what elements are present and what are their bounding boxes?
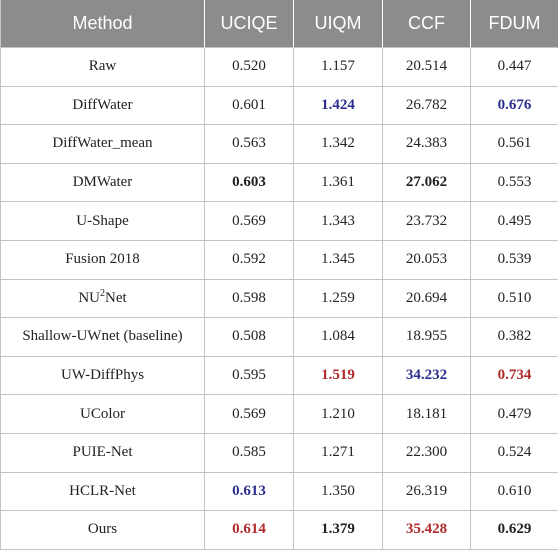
method-cell: PUIE-Net bbox=[0, 432, 205, 473]
uciqe-cell: 0.569 bbox=[204, 394, 294, 434]
uciqe-cell: 0.613 bbox=[204, 471, 294, 512]
header-row: Method UCIQE UIQM CCF FDUM bbox=[0, 0, 558, 48]
ccf-cell: 34.232 bbox=[382, 355, 471, 396]
fdum-cell: 0.539 bbox=[470, 239, 558, 280]
uiqm-cell: 1.350 bbox=[293, 471, 383, 512]
uiqm-cell: 1.343 bbox=[293, 201, 383, 241]
ccf-cell: 23.732 bbox=[382, 201, 471, 241]
table-row: UW-DiffPhys 0.595 1.519 34.232 0.734 bbox=[0, 355, 558, 396]
ccf-cell: 26.782 bbox=[382, 85, 471, 126]
uciqe-cell: 0.592 bbox=[204, 239, 294, 280]
fdum-cell: 0.447 bbox=[470, 47, 558, 87]
table-row: Fusion 2018 0.592 1.345 20.053 0.539 bbox=[0, 239, 558, 280]
uiqm-cell: 1.084 bbox=[293, 317, 383, 357]
uiqm-cell: 1.210 bbox=[293, 394, 383, 434]
table-row: Ours 0.614 1.379 35.428 0.629 bbox=[0, 510, 558, 550]
uiqm-cell: 1.424 bbox=[293, 85, 383, 126]
uciqe-cell: 0.508 bbox=[204, 317, 294, 357]
fdum-cell: 0.510 bbox=[470, 278, 558, 319]
header-uiqm: UIQM bbox=[293, 0, 383, 48]
method-superscript: 2 bbox=[100, 287, 105, 299]
header-ccf: CCF bbox=[382, 0, 471, 48]
uiqm-cell: 1.345 bbox=[293, 239, 383, 280]
fdum-cell: 0.553 bbox=[470, 162, 558, 203]
header-method: Method bbox=[0, 0, 205, 48]
table-row: DiffWater 0.601 1.424 26.782 0.676 bbox=[0, 85, 558, 126]
method-cell: Raw bbox=[0, 47, 205, 87]
method-cell: Shallow-UWnet (baseline) bbox=[0, 317, 205, 357]
ccf-cell: 20.694 bbox=[382, 278, 471, 319]
table-row: Shallow-UWnet (baseline) 0.508 1.084 18.… bbox=[0, 317, 558, 357]
method-cell: UColor bbox=[0, 394, 205, 434]
uciqe-cell: 0.598 bbox=[204, 278, 294, 319]
fdum-cell: 0.629 bbox=[470, 510, 558, 550]
method-cell: UW-DiffPhys bbox=[0, 355, 205, 396]
uiqm-cell: 1.379 bbox=[293, 510, 383, 550]
method-cell: HCLR-Net bbox=[0, 471, 205, 512]
uiqm-cell: 1.259 bbox=[293, 278, 383, 319]
fdum-cell: 0.524 bbox=[470, 432, 558, 473]
ccf-cell: 22.300 bbox=[382, 432, 471, 473]
uciqe-cell: 0.563 bbox=[204, 124, 294, 164]
method-cell: U-Shape bbox=[0, 201, 205, 241]
table-row: NU2Net 0.598 1.259 20.694 0.510 bbox=[0, 278, 558, 319]
uciqe-cell: 0.569 bbox=[204, 201, 294, 241]
uiqm-cell: 1.271 bbox=[293, 432, 383, 473]
uiqm-cell: 1.361 bbox=[293, 162, 383, 203]
table-row: U-Shape 0.569 1.343 23.732 0.495 bbox=[0, 201, 558, 241]
uiqm-cell: 1.519 bbox=[293, 355, 383, 396]
ccf-cell: 18.181 bbox=[382, 394, 471, 434]
method-cell: NU2Net bbox=[0, 278, 205, 319]
fdum-cell: 0.479 bbox=[470, 394, 558, 434]
ccf-cell: 24.383 bbox=[382, 124, 471, 164]
table-row: Raw 0.520 1.157 20.514 0.447 bbox=[0, 47, 558, 87]
ccf-cell: 20.053 bbox=[382, 239, 471, 280]
table-row: PUIE-Net 0.585 1.271 22.300 0.524 bbox=[0, 432, 558, 473]
method-cell: DiffWater_mean bbox=[0, 124, 205, 164]
uciqe-cell: 0.601 bbox=[204, 85, 294, 126]
method-cell: DiffWater bbox=[0, 85, 205, 126]
fdum-cell: 0.734 bbox=[470, 355, 558, 396]
uciqe-cell: 0.603 bbox=[204, 162, 294, 203]
uciqe-cell: 0.585 bbox=[204, 432, 294, 473]
uciqe-cell: 0.614 bbox=[204, 510, 294, 550]
method-suffix: Net bbox=[105, 289, 127, 306]
uciqe-cell: 0.595 bbox=[204, 355, 294, 396]
method-cell: Ours bbox=[0, 510, 205, 550]
uiqm-cell: 1.342 bbox=[293, 124, 383, 164]
ccf-cell: 35.428 bbox=[382, 510, 471, 550]
table-row: UColor 0.569 1.210 18.181 0.479 bbox=[0, 394, 558, 434]
fdum-cell: 0.382 bbox=[470, 317, 558, 357]
fdum-cell: 0.610 bbox=[470, 471, 558, 512]
header-uciqe: UCIQE bbox=[204, 0, 294, 48]
table-row: DMWater 0.603 1.361 27.062 0.553 bbox=[0, 162, 558, 203]
method-cell: DMWater bbox=[0, 162, 205, 203]
uiqm-cell: 1.157 bbox=[293, 47, 383, 87]
ccf-cell: 27.062 bbox=[382, 162, 471, 203]
fdum-cell: 0.561 bbox=[470, 124, 558, 164]
method-cell: Fusion 2018 bbox=[0, 239, 205, 280]
ccf-cell: 20.514 bbox=[382, 47, 471, 87]
method-prefix: NU bbox=[78, 289, 100, 306]
header-fdum: FDUM bbox=[470, 0, 558, 48]
table-row: DiffWater_mean 0.563 1.342 24.383 0.561 bbox=[0, 124, 558, 164]
ccf-cell: 18.955 bbox=[382, 317, 471, 357]
ccf-cell: 26.319 bbox=[382, 471, 471, 512]
uciqe-cell: 0.520 bbox=[204, 47, 294, 87]
fdum-cell: 0.495 bbox=[470, 201, 558, 241]
fdum-cell: 0.676 bbox=[470, 85, 558, 126]
table-row: HCLR-Net 0.613 1.350 26.319 0.610 bbox=[0, 471, 558, 512]
